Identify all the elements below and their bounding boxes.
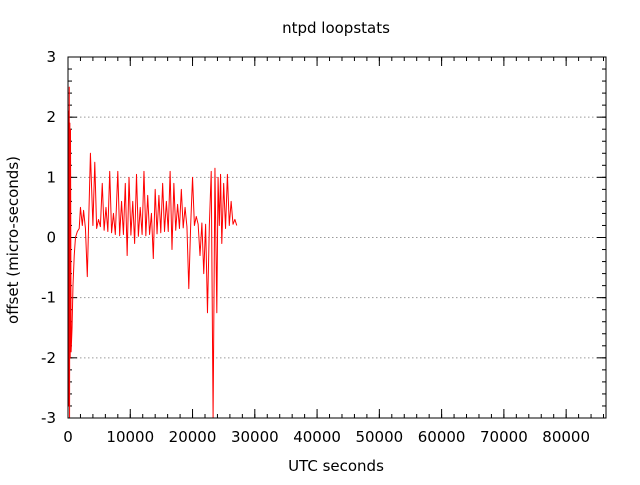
x-tick-label: 30000 xyxy=(231,428,279,446)
y-tick-label: 2 xyxy=(46,108,56,126)
plot-frame xyxy=(67,56,607,419)
series-line-0 xyxy=(67,86,238,419)
y-tick-label: -2 xyxy=(41,349,56,367)
y-tick-label: 0 xyxy=(46,229,56,247)
y-tick-label: 1 xyxy=(46,168,56,186)
chart-title: ntpd loopstats xyxy=(282,19,390,37)
tick-labels: 3 2 1 0 -1 -2 -3 0 10000 20000 30000 40000 50000 6000… xyxy=(41,48,590,446)
axis-ticks xyxy=(67,56,606,419)
x-tick-label: 60000 xyxy=(418,428,466,446)
x-tick-label: 40000 xyxy=(293,428,341,446)
x-tick-label: 80000 xyxy=(542,428,590,446)
y-tick-label: 3 xyxy=(46,48,56,66)
y-tick-label: -1 xyxy=(41,289,56,307)
y-axis-label: offset (micro-seconds) xyxy=(4,156,22,324)
x-axis-label: UTC seconds xyxy=(288,457,384,475)
x-tick-label: 50000 xyxy=(355,428,403,446)
y-tick-label: -3 xyxy=(41,409,56,427)
x-tick-label: 10000 xyxy=(106,428,154,446)
series-layer xyxy=(67,86,238,419)
x-tick-label: 0 xyxy=(63,428,73,446)
x-tick-label: 20000 xyxy=(169,428,217,446)
grid-lines xyxy=(68,116,606,359)
x-tick-label: 70000 xyxy=(480,428,528,446)
